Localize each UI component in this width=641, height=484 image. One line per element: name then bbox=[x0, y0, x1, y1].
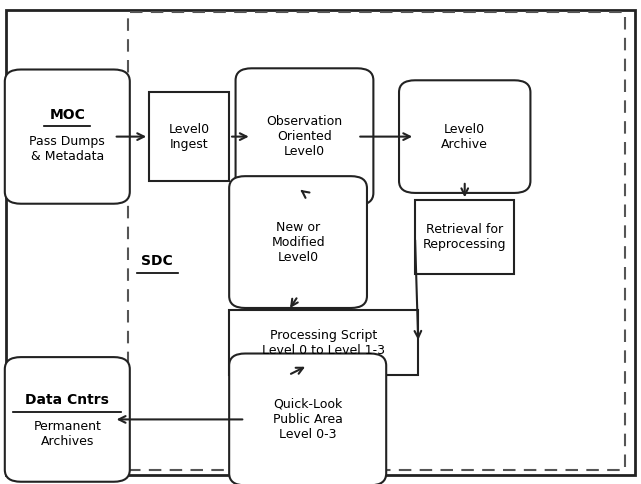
Text: New or
Modified
Level0: New or Modified Level0 bbox=[271, 221, 325, 264]
Text: Level0
Ingest: Level0 Ingest bbox=[169, 122, 210, 151]
FancyBboxPatch shape bbox=[235, 68, 373, 205]
Text: Permanent
Archives: Permanent Archives bbox=[33, 420, 101, 448]
Text: Quick-Look
Public Area
Level 0-3: Quick-Look Public Area Level 0-3 bbox=[272, 398, 343, 441]
Text: SDC: SDC bbox=[141, 254, 173, 268]
FancyBboxPatch shape bbox=[399, 80, 530, 193]
Text: Level0
Archive: Level0 Archive bbox=[441, 122, 488, 151]
Bar bbox=[128, 12, 625, 470]
FancyBboxPatch shape bbox=[415, 200, 515, 274]
Text: Pass Dumps
& Metadata: Pass Dumps & Metadata bbox=[29, 135, 105, 163]
Text: Processing Script
Level 0 to Level 1-3: Processing Script Level 0 to Level 1-3 bbox=[262, 329, 385, 357]
FancyBboxPatch shape bbox=[149, 92, 229, 181]
FancyBboxPatch shape bbox=[5, 70, 129, 204]
Text: MOC: MOC bbox=[49, 108, 85, 122]
Text: Data Cntrs: Data Cntrs bbox=[26, 393, 109, 407]
Text: Observation
Oriented
Level0: Observation Oriented Level0 bbox=[267, 115, 342, 158]
Text: Retrieval for
Reprocessing: Retrieval for Reprocessing bbox=[423, 223, 506, 251]
FancyBboxPatch shape bbox=[229, 176, 367, 308]
FancyBboxPatch shape bbox=[229, 310, 419, 375]
FancyBboxPatch shape bbox=[5, 357, 129, 482]
FancyBboxPatch shape bbox=[229, 353, 386, 484]
